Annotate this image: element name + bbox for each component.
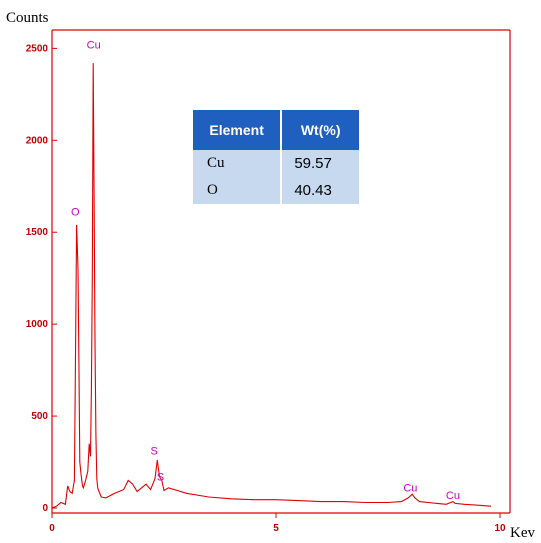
x-axis-label: Kev (510, 525, 535, 541)
y-tick-label: 2500 (26, 43, 49, 54)
x-tick-label: 10 (494, 523, 506, 534)
table-row: O 40.43 (193, 177, 359, 204)
peak-label: Cu (87, 39, 101, 51)
peak-label: O (71, 207, 80, 219)
x-tick-label: 5 (273, 523, 279, 534)
y-axis-label: Counts (6, 10, 49, 26)
peak-label: S (157, 471, 164, 483)
y-tick-label: 2000 (26, 135, 49, 146)
x-tick-label: 0 (49, 523, 55, 534)
table-cell-element: O (193, 177, 282, 204)
table-header-element: Element (193, 110, 282, 150)
table-cell-wt: 40.43 (280, 177, 359, 204)
spectrum-line (51, 63, 492, 509)
table-cell-element: Cu (193, 150, 282, 177)
table-header-wt: Wt(%) (280, 110, 359, 150)
peak-label: S (150, 446, 157, 458)
peak-label: Cu (403, 482, 417, 494)
composition-table: Element Wt(%) Cu 59.57 O 40.43 (193, 110, 359, 204)
table-cell-wt: 59.57 (280, 150, 359, 177)
y-tick-label: 500 (31, 411, 48, 422)
peak-label: Cu (446, 490, 460, 502)
table-row: Cu 59.57 (193, 150, 359, 177)
y-tick-label: 1500 (26, 227, 49, 238)
y-tick-label: 1000 (26, 319, 49, 330)
y-tick-label: 0 (42, 503, 48, 514)
